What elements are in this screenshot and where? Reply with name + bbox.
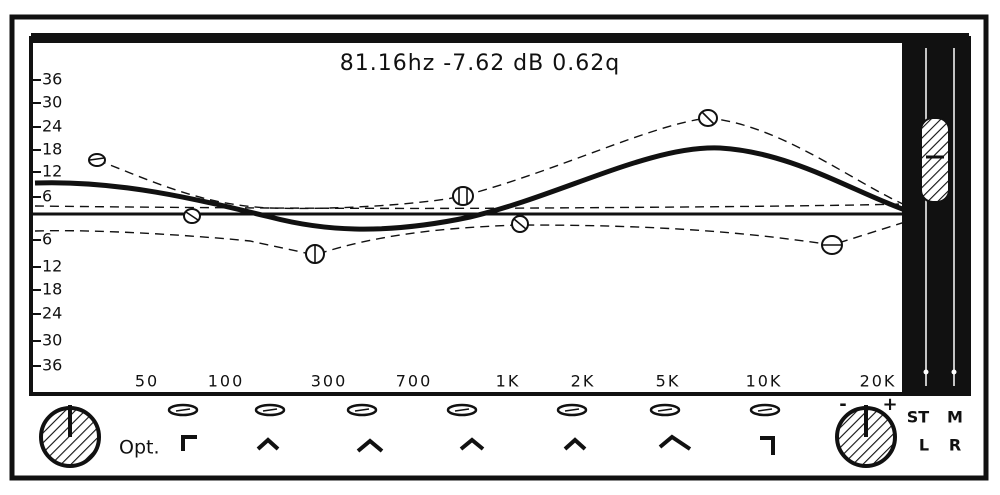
upper-dashed-curve [96, 117, 906, 210]
y-label: 36 [42, 356, 62, 375]
mode-label[interactable]: ST [907, 408, 930, 427]
filter-shape-bell[interactable] [658, 434, 692, 451]
band-toggle-mark [757, 408, 773, 412]
gain-plus: + [882, 394, 897, 415]
mode-label[interactable]: M [947, 408, 963, 427]
mode-label[interactable]: R [949, 436, 961, 455]
option-label: Opt. [119, 437, 160, 459]
graph-top-bar [31, 33, 969, 43]
slider-dot [951, 369, 957, 375]
lower-dashed-curve [34, 221, 906, 256]
band-node[interactable] [88, 153, 106, 167]
input-knob[interactable] [39, 405, 101, 468]
x-label: 1K [496, 372, 521, 391]
y-label: 12 [42, 257, 62, 276]
band-node[interactable] [183, 208, 201, 224]
output-knob[interactable] [835, 405, 897, 468]
filter-shape-highshelf[interactable] [760, 436, 775, 455]
band-node[interactable] [305, 244, 325, 264]
filter-shape-bell[interactable] [256, 437, 280, 451]
filter-shape-bell[interactable] [459, 437, 485, 451]
readout: 81.16hz -7.62 dB 0.62q [340, 51, 620, 76]
middle-dashed-curve [34, 203, 906, 210]
x-label: 5K [656, 372, 681, 391]
y-label: 24 [42, 304, 62, 323]
band-toggle-mark [657, 408, 673, 412]
y-label: 18 [42, 280, 62, 299]
gain-minus: - [839, 394, 846, 415]
band-toggle-mark [175, 408, 191, 412]
band-node[interactable] [452, 186, 474, 206]
y-label: 30 [42, 93, 62, 112]
band-toggle-mark [564, 408, 580, 412]
x-label: 100 [208, 372, 245, 391]
x-label: 2K [571, 372, 596, 391]
y-label: 6 [42, 230, 52, 249]
output-slider-thumb[interactable] [920, 117, 950, 203]
x-label: 300 [311, 372, 348, 391]
response-curve [34, 145, 906, 232]
y-label: 12 [42, 162, 62, 181]
x-label: 50 [135, 372, 159, 391]
band-toggle-mark [454, 408, 470, 412]
y-label: 6 [42, 187, 52, 206]
band-toggle-mark [354, 408, 370, 412]
x-label: 700 [396, 372, 433, 391]
filter-shape-bell[interactable] [356, 438, 384, 453]
band-controls [181, 434, 775, 455]
output-slider-track [902, 40, 968, 394]
band-node[interactable] [511, 215, 529, 233]
filter-shape-bell[interactable] [563, 437, 587, 451]
y-label: 24 [42, 117, 62, 136]
mode-label[interactable]: L [919, 436, 929, 455]
x-label: 20K [860, 372, 897, 391]
filter-shape-lowshelf[interactable] [181, 435, 197, 451]
band-node[interactable] [698, 109, 718, 127]
y-label: 18 [42, 140, 62, 159]
band-node[interactable] [821, 235, 843, 255]
band-toggle-mark [262, 408, 278, 412]
y-label: 30 [42, 331, 62, 350]
x-label: 10K [746, 372, 783, 391]
slider-dot [923, 369, 929, 375]
y-label: 36 [42, 70, 62, 89]
